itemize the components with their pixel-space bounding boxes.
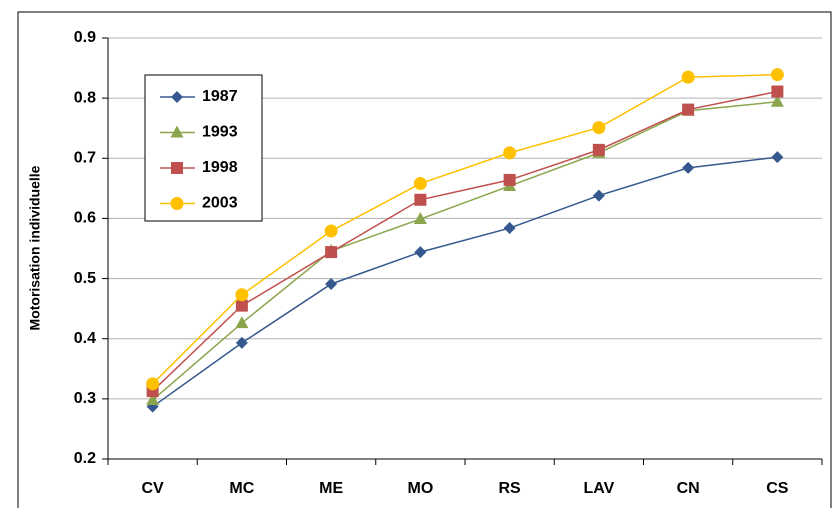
marker: [414, 193, 427, 206]
y-tick-label: 0.4: [74, 330, 96, 347]
legend-label: 1993: [202, 124, 238, 141]
marker: [235, 316, 249, 329]
x-tick-label: RS: [499, 480, 522, 497]
y-axis-label: Motorisation individuelle: [27, 165, 43, 330]
x-tick-label: ME: [319, 480, 343, 497]
y-tick-label: 0.8: [74, 89, 96, 106]
marker: [681, 70, 695, 84]
chart-frame: [17, 11, 832, 508]
marker: [771, 85, 784, 98]
marker: [413, 212, 427, 225]
y-tick-label: 0.6: [74, 210, 96, 227]
marker: [503, 173, 516, 186]
marker: [682, 103, 695, 116]
x-tick-label: MC: [229, 480, 254, 497]
marker: [146, 393, 160, 406]
marker: [592, 121, 606, 135]
marker: [682, 161, 695, 174]
marker: [770, 68, 784, 82]
y-tick-label: 0.7: [74, 150, 96, 167]
x-tick-label: LAV: [583, 480, 614, 497]
x-tick-label: CV: [142, 480, 165, 497]
marker: [170, 125, 184, 138]
marker: [235, 299, 248, 312]
marker: [592, 143, 605, 156]
marker: [171, 162, 183, 174]
legend-label: 2003: [202, 195, 238, 212]
series-line: [152, 101, 778, 401]
series-line: [152, 73, 778, 385]
x-tick-label: CS: [766, 480, 789, 497]
marker: [414, 246, 427, 259]
marker: [503, 222, 516, 235]
legend-box: [144, 74, 263, 222]
marker: [170, 197, 184, 210]
marker: [503, 146, 517, 160]
marker: [235, 288, 249, 302]
legend-label: 1987: [202, 88, 238, 105]
series-line: [152, 90, 778, 392]
y-tick-label: 0.2: [74, 450, 96, 467]
marker: [324, 224, 338, 238]
y-tick-label: 0.3: [74, 390, 96, 407]
marker: [235, 336, 248, 349]
x-tick-label: CN: [677, 480, 700, 497]
marker: [770, 94, 784, 107]
x-tick-label: MO: [407, 480, 433, 497]
legend-label: 1998: [202, 159, 238, 176]
y-tick-label: 0.9: [74, 29, 96, 46]
y-tick-label: 0.5: [74, 270, 96, 287]
marker: [171, 91, 183, 103]
marker: [146, 377, 160, 391]
marker: [325, 246, 338, 259]
marker: [592, 189, 605, 202]
marker: [413, 177, 427, 191]
series-line: [152, 156, 778, 408]
marker: [325, 277, 338, 290]
marker: [771, 151, 784, 164]
